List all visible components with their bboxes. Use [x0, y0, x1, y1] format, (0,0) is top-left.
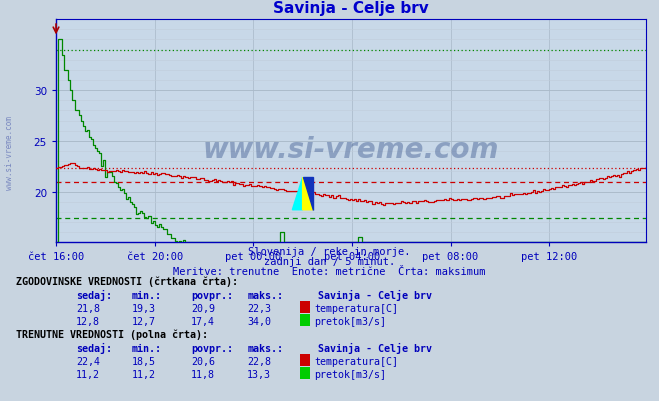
Text: www.si-vreme.com: www.si-vreme.com	[203, 135, 499, 163]
Polygon shape	[302, 178, 313, 210]
Text: Meritve: trenutne  Enote: metrične  Črta: maksimum: Meritve: trenutne Enote: metrične Črta: …	[173, 267, 486, 277]
Text: Savinja - Celje brv: Savinja - Celje brv	[318, 342, 432, 353]
Polygon shape	[302, 178, 313, 210]
Text: Slovenija / reke in morje.: Slovenija / reke in morje.	[248, 247, 411, 257]
Text: maks.:: maks.:	[247, 343, 283, 353]
Text: min.:: min.:	[132, 343, 162, 353]
Text: 11,2: 11,2	[76, 369, 100, 379]
Text: povpr.:: povpr.:	[191, 290, 233, 300]
Text: 21,8: 21,8	[76, 304, 100, 313]
Text: 17,4: 17,4	[191, 316, 215, 326]
Text: temperatura[C]: temperatura[C]	[314, 304, 398, 313]
Text: povpr.:: povpr.:	[191, 343, 233, 353]
Text: 20,9: 20,9	[191, 304, 215, 313]
Text: 34,0: 34,0	[247, 316, 271, 326]
Text: 13,3: 13,3	[247, 369, 271, 379]
Text: 22,8: 22,8	[247, 356, 271, 366]
Text: 19,3: 19,3	[132, 304, 156, 313]
Text: sedaj:: sedaj:	[76, 290, 112, 300]
Text: 12,7: 12,7	[132, 316, 156, 326]
Text: temperatura[C]: temperatura[C]	[314, 356, 398, 366]
Text: 22,4: 22,4	[76, 356, 100, 366]
Text: 20,6: 20,6	[191, 356, 215, 366]
Text: zadnji dan / 5 minut.: zadnji dan / 5 minut.	[264, 257, 395, 267]
Text: pretok[m3/s]: pretok[m3/s]	[314, 316, 386, 326]
Text: 12,8: 12,8	[76, 316, 100, 326]
Polygon shape	[293, 178, 302, 210]
Text: www.si-vreme.com: www.si-vreme.com	[5, 115, 14, 189]
Text: 11,2: 11,2	[132, 369, 156, 379]
Text: ZGODOVINSKE VREDNOSTI (črtkana črta):: ZGODOVINSKE VREDNOSTI (črtkana črta):	[16, 276, 239, 287]
Text: 22,3: 22,3	[247, 304, 271, 313]
Text: 18,5: 18,5	[132, 356, 156, 366]
Text: pretok[m3/s]: pretok[m3/s]	[314, 369, 386, 379]
Text: maks.:: maks.:	[247, 290, 283, 300]
Title: Savinja - Celje brv: Savinja - Celje brv	[273, 1, 429, 16]
Text: 11,8: 11,8	[191, 369, 215, 379]
Text: TRENUTNE VREDNOSTI (polna črta):: TRENUTNE VREDNOSTI (polna črta):	[16, 329, 208, 339]
Text: min.:: min.:	[132, 290, 162, 300]
Text: Savinja - Celje brv: Savinja - Celje brv	[318, 290, 432, 300]
Text: sedaj:: sedaj:	[76, 342, 112, 353]
